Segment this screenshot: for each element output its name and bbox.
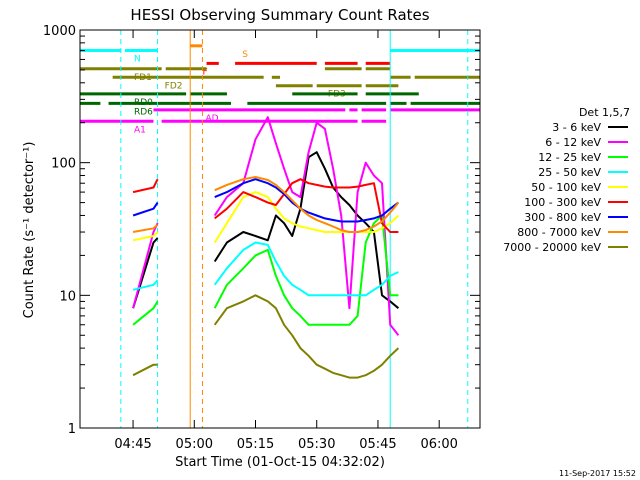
legend-entry-300-800-kev: 300 - 800 keV bbox=[524, 211, 601, 224]
series-line-7000-20000-kev bbox=[132, 363, 158, 377]
x-tick-label: 04:45 bbox=[114, 437, 151, 452]
x-tick-label: 05:15 bbox=[237, 437, 274, 452]
series-line-100-300-kev bbox=[214, 178, 399, 233]
legend-entry-12-25-kev: 12 - 25 keV bbox=[538, 151, 601, 164]
flag-ad-label: AD bbox=[205, 114, 218, 124]
series-line-25-50-kev bbox=[213, 241, 399, 297]
series-line-800-7000-kev bbox=[214, 176, 400, 233]
y-tick-label: 10 bbox=[59, 289, 76, 304]
y-tick-label: 1000 bbox=[43, 24, 76, 39]
x-axis-label: Start Time (01-Oct-15 04:32:02) bbox=[175, 455, 385, 470]
legend-entry-3-6-kev: 3 - 6 keV bbox=[552, 121, 601, 134]
series-line-300-800-kev bbox=[214, 178, 399, 223]
flag-n-label: N bbox=[134, 55, 141, 65]
series-line-800-7000-kev bbox=[132, 224, 159, 233]
series-line-6-12-kev bbox=[213, 116, 400, 336]
series-line-12-25-kev bbox=[132, 300, 159, 326]
series-line-25-50-kev bbox=[132, 279, 159, 291]
y-axis-label: Count Rate (s⁻¹ detector⁻¹) bbox=[22, 142, 37, 319]
legend-entry-800-7000-kev: 800 - 7000 keV bbox=[517, 226, 601, 239]
flag-rd6-label: RD6 bbox=[134, 107, 153, 117]
legend-title: Det 1,5,7 bbox=[579, 106, 630, 119]
flag-fd2-label: FD2 bbox=[165, 81, 183, 91]
legend-entry-6-12-kev: 6 - 12 keV bbox=[545, 136, 601, 149]
series-line-50-100-kev bbox=[213, 191, 400, 244]
chart-title: HESSI Observing Summary Count Rates bbox=[130, 6, 429, 24]
flag-a1-label: A1 bbox=[134, 125, 146, 135]
y-tick-label: 100 bbox=[51, 157, 76, 172]
y-tick-label: 1 bbox=[68, 422, 76, 437]
legend-entry-50-100-kev: 50 - 100 keV bbox=[531, 181, 601, 194]
series-line-50-100-kev bbox=[132, 231, 159, 242]
x-tick-label: 05:00 bbox=[176, 437, 213, 452]
series-line-12-25-kev bbox=[213, 214, 399, 326]
plot-frame bbox=[79, 29, 481, 429]
x-tick-label: 05:45 bbox=[359, 437, 396, 452]
legend-entry-25-50-kev: 25 - 50 keV bbox=[538, 166, 601, 179]
legend-entry-7000-20000-kev: 7000 - 20000 keV bbox=[503, 241, 601, 254]
legend-entry-100-300-kev: 100 - 300 keV bbox=[524, 196, 601, 209]
flag-f-label: F bbox=[203, 67, 208, 77]
footer-timestamp: 11-Sep-2017 15:52 bbox=[559, 469, 636, 478]
x-tick-label: 05:30 bbox=[298, 437, 335, 452]
flag-s-label: S bbox=[242, 50, 248, 60]
series-line-300-800-kev bbox=[132, 202, 159, 217]
series-line-100-300-kev bbox=[132, 178, 159, 194]
series-line-7000-20000-kev bbox=[213, 294, 400, 379]
x-tick-label: 06:00 bbox=[420, 437, 457, 452]
